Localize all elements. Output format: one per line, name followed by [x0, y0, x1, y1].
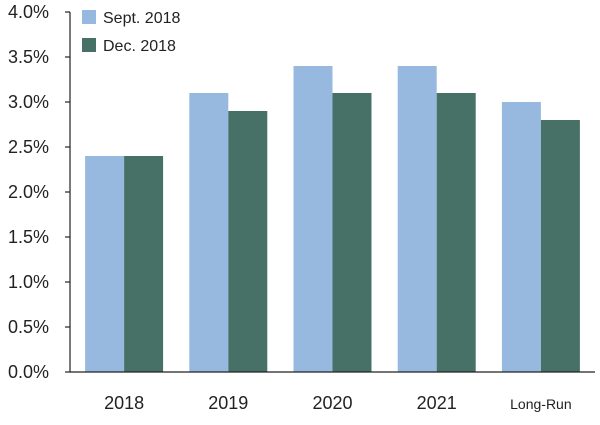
y-axis-ticks: 0.0% 0.5% 1.0% 1.5% 2.0% 2.5% 3.0% 3.5% 4.0% [8, 2, 70, 382]
legend: Sept. 2018 Dec. 2018 [82, 10, 181, 55]
legend-label-sept-2018: Sept. 2018 [103, 10, 181, 27]
bar-dec-2018-2020 [332, 93, 372, 372]
bar-sept-2018-2020 [293, 66, 333, 372]
bar-sept-2018-2021 [397, 66, 437, 372]
bar-dec-2018-2019 [228, 111, 268, 372]
y-tick-label: 0.5% [8, 317, 49, 337]
x-tick-label: 2021 [417, 393, 457, 413]
legend-swatch-sept-2018 [82, 10, 96, 24]
bar-sept-2018-2018 [85, 156, 125, 372]
axes [69, 12, 595, 373]
y-tick-label: 3.5% [8, 47, 49, 67]
x-tick-label: 2020 [312, 393, 352, 413]
bar-dec-2018-2018 [124, 156, 164, 372]
bar-sept-2018-2019 [189, 93, 229, 372]
y-tick-label: 0.0% [8, 362, 49, 382]
y-tick-label: 4.0% [8, 2, 49, 22]
bar-dec-2018-2021 [436, 93, 476, 372]
x-axis-labels: 2018 2019 2020 2021 Long-Run [104, 393, 572, 413]
x-tick-label: Long-Run [510, 396, 572, 412]
legend-swatch-dec-2018 [82, 38, 96, 52]
x-tick-label: 2019 [208, 393, 248, 413]
y-tick-label: 1.5% [8, 227, 49, 247]
legend-label-dec-2018: Dec. 2018 [103, 38, 176, 55]
bar-dec-2018-long-run [540, 120, 580, 372]
y-tick-label: 2.5% [8, 137, 49, 157]
y-tick-label: 3.0% [8, 92, 49, 112]
y-tick-label: 2.0% [8, 182, 49, 202]
bar-sept-2018-long-run [501, 102, 541, 372]
bars [85, 66, 580, 372]
y-tick-label: 1.0% [8, 272, 49, 292]
x-tick-label: 2018 [104, 393, 144, 413]
